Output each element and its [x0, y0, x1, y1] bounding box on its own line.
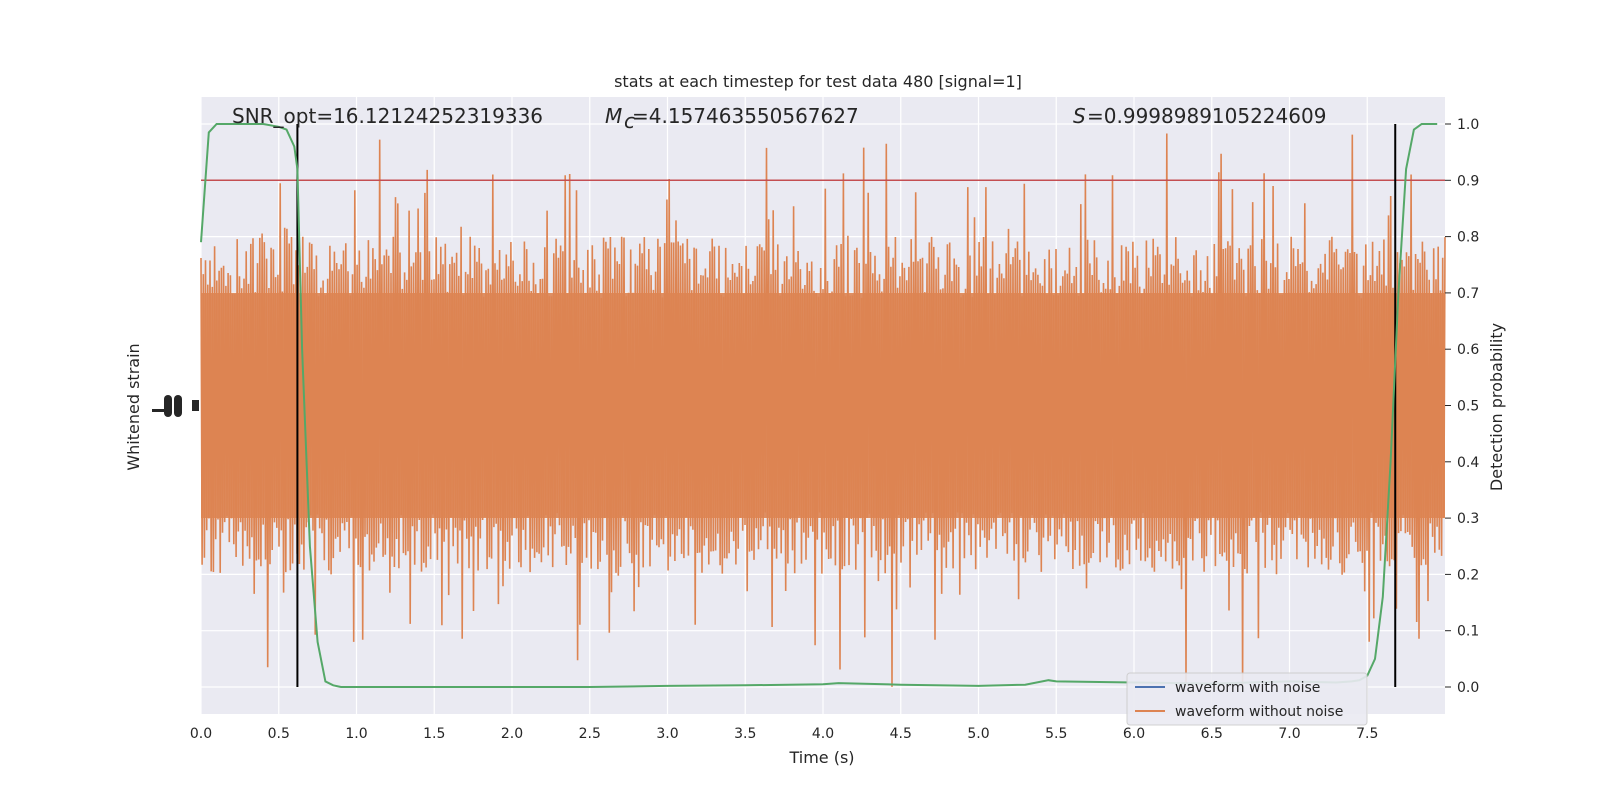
x-tick-label: 5.0 [967, 726, 989, 742]
x-tick-label: 1.0 [345, 726, 367, 742]
left-axis-overlapping-ticks [152, 395, 199, 417]
x-tick-label: 6.0 [1123, 726, 1145, 742]
y-tick-label-right: 0.2 [1457, 567, 1479, 583]
x-tick-label: 2.5 [579, 726, 601, 742]
mc-value: =4.157463550567627 [632, 104, 859, 128]
x-tick-label: 4.0 [812, 726, 834, 742]
x-tick-label: 0.5 [268, 726, 290, 742]
chart-title: stats at each timestep for test data 480… [614, 72, 1022, 91]
y-tick-label-right: 0.3 [1457, 511, 1479, 527]
y-tick-label-right: 0.8 [1457, 230, 1479, 246]
x-tick-label: 1.5 [423, 726, 445, 742]
svg-text:c: c [624, 109, 635, 133]
x-tick-label: 7.0 [1278, 726, 1300, 742]
s-annotation: S =0.9998989105224609 [1073, 104, 1326, 128]
y-axis-label-left: Whitened strain [124, 343, 143, 470]
x-tick-label: 0.0 [190, 726, 212, 742]
legend-label-clean: waveform without noise [1175, 704, 1343, 720]
x-tick-label: 7.5 [1356, 726, 1378, 742]
s-value: =0.9998989105224609 [1087, 104, 1326, 128]
x-tick-label: 2.0 [501, 726, 523, 742]
y-tick-label-right: 0.5 [1457, 399, 1479, 415]
svg-text:S: S [1073, 104, 1086, 128]
x-tick-label: 3.0 [656, 726, 678, 742]
y-tick-label-right: 1.0 [1457, 117, 1479, 133]
mc-annotation: M c =4.157463550567627 [605, 104, 859, 133]
y-tick-label-right: 0.7 [1457, 286, 1479, 302]
x-tick-label: 5.5 [1045, 726, 1067, 742]
y-tick-label-right: 0.6 [1457, 342, 1479, 358]
svg-text:M: M [605, 104, 622, 128]
y-tick-label-right: 0.1 [1457, 624, 1479, 640]
x-axis-label: Time (s) [788, 748, 854, 767]
legend-label-noise: waveform with noise [1175, 680, 1320, 696]
snr-annotation: SNR_opt=16.12124252319336 [232, 104, 543, 128]
y-tick-label-right: 0.4 [1457, 455, 1479, 471]
x-tick-label: 6.5 [1201, 726, 1223, 742]
y-tick-label-right: 0.0 [1457, 680, 1479, 696]
y-axis-label-right: Detection probability [1487, 323, 1506, 491]
x-tick-label: 4.5 [890, 726, 912, 742]
detection-probability-line [200, 123, 1438, 688]
x-tick-label: 3.5 [734, 726, 756, 742]
waveform-core-band [201, 292, 1445, 519]
legend-box [1126, 672, 1368, 726]
y-tick-label-right: 0.9 [1457, 173, 1479, 189]
